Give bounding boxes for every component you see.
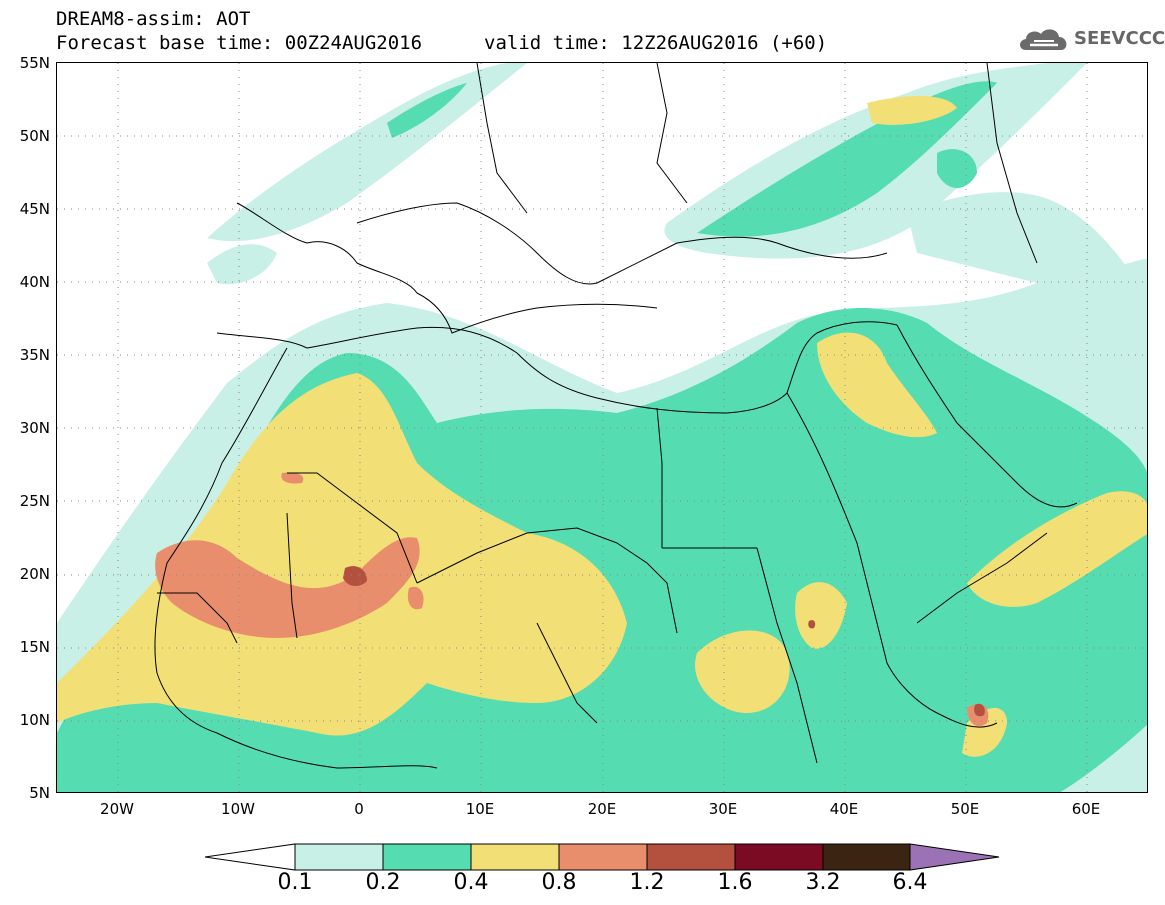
colorbar-label-0.2: 0.2 — [365, 870, 401, 895]
lon-label-10w: 10W — [221, 800, 255, 818]
colorbar-bin-3 — [470, 843, 560, 871]
map-title: DREAM8-assim: AOT — [56, 8, 251, 30]
lat-label-45n: 45N — [19, 200, 50, 218]
lon-label-50e: 50E — [950, 800, 980, 818]
colorbar-label-3.2: 3.2 — [805, 870, 841, 895]
lat-label-35n: 35N — [19, 346, 50, 364]
colorbar-lower-arrow — [205, 843, 296, 871]
colorbar-bin-4 — [558, 843, 648, 871]
lat-label-30n: 30N — [19, 419, 50, 437]
lon-label-30e: 30E — [708, 800, 738, 818]
lat-label-10n: 10N — [19, 711, 50, 729]
lat-label-40n: 40N — [19, 273, 50, 291]
map-area — [56, 62, 1148, 793]
lon-label-60e: 60E — [1071, 800, 1101, 818]
lat-label-5n: 5N — [29, 784, 50, 802]
forecast-base-time: Forecast base time: 00Z24AUG2016 — [56, 32, 423, 54]
cloud-icon — [1020, 29, 1067, 50]
aot-level-1.2 — [343, 566, 985, 717]
lat-label-55n: 55N — [19, 54, 50, 72]
colorbar-bin-1 — [294, 843, 384, 871]
colorbar-bin-2 — [382, 843, 472, 871]
valid-time: valid time: 12Z26AUG2016 (+60) — [484, 32, 828, 54]
lat-label-20n: 20N — [19, 565, 50, 583]
colorbar-bin-5 — [646, 843, 736, 871]
lat-label-50n: 50N — [19, 127, 50, 145]
lon-label-0: 0 — [354, 800, 364, 818]
colorbar-label-0.8: 0.8 — [541, 870, 577, 895]
lon-label-40e: 40E — [829, 800, 859, 818]
lon-label-10e: 10E — [465, 800, 495, 818]
seevccc-logo: SEEVCCC — [1016, 24, 1165, 54]
map-grid — [57, 63, 1147, 792]
colorbar-upper-arrow — [909, 843, 1000, 871]
aot-field — [57, 63, 1147, 792]
colorbar-bin-6 — [734, 843, 824, 871]
lat-label-25n: 25N — [19, 492, 50, 510]
aot-level-0.4 — [57, 96, 1147, 757]
coastlines — [154, 63, 1078, 769]
colorbar-label-1.6: 1.6 — [717, 870, 753, 895]
colorbar-label-1.2: 1.2 — [629, 870, 665, 895]
colorbar — [205, 843, 1000, 871]
lon-label-20e: 20E — [587, 800, 617, 818]
colorbar-label-0.1: 0.1 — [277, 870, 313, 895]
colorbar-label-0.4: 0.4 — [453, 870, 489, 895]
colorbar-bin-7 — [822, 843, 911, 871]
logo-text: SEEVCCC — [1074, 28, 1165, 49]
colorbar-label-6.4: 6.4 — [892, 870, 928, 895]
lon-label-20w: 20W — [100, 800, 134, 818]
lat-label-15n: 15N — [19, 638, 50, 656]
